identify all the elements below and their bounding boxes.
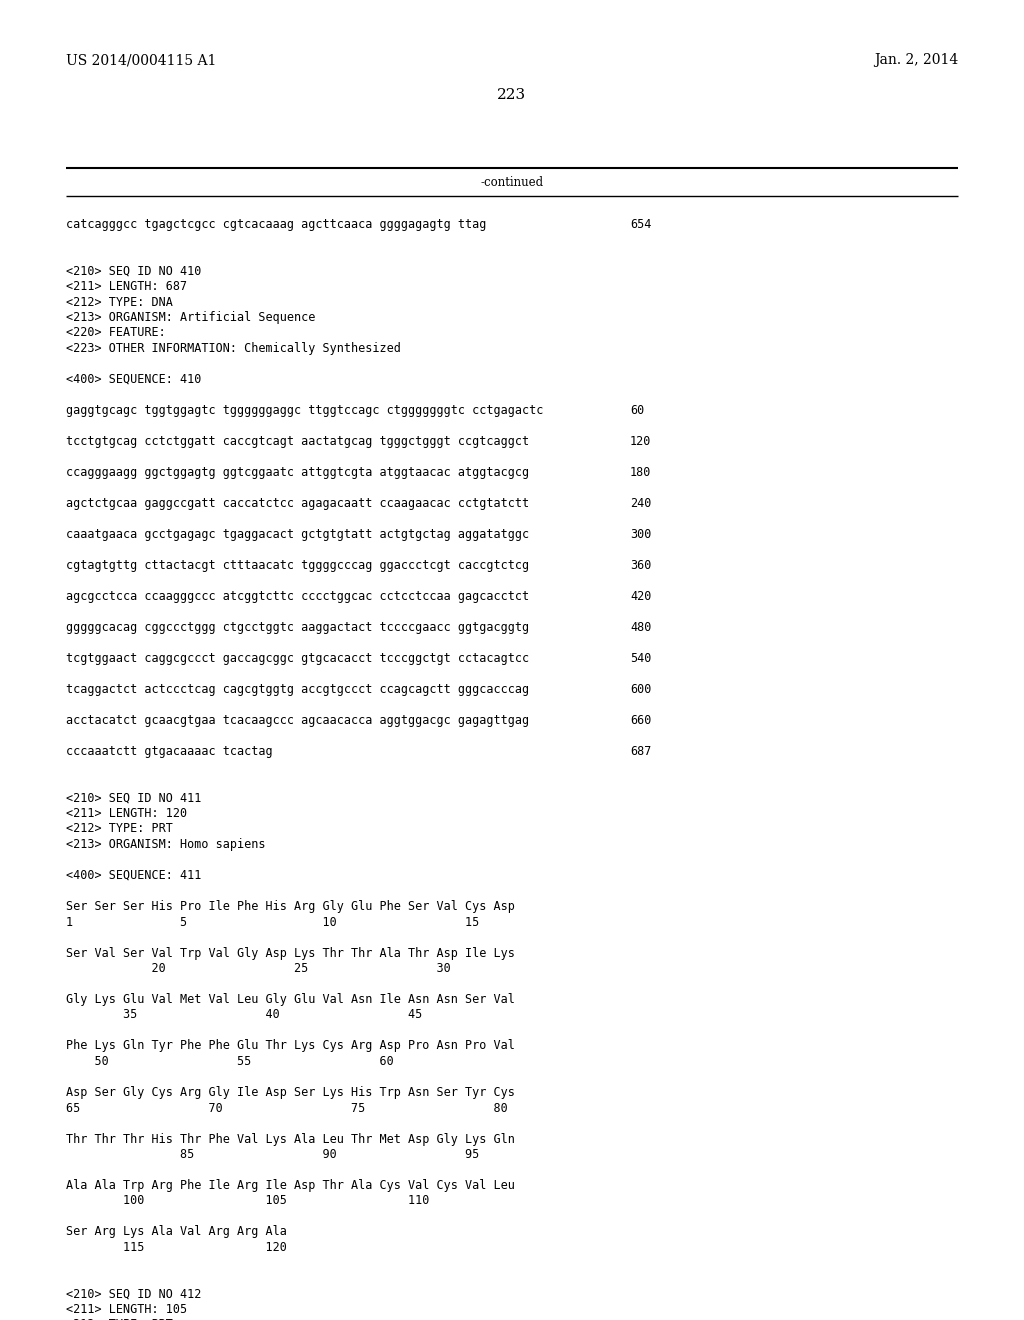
- Text: <400> SEQUENCE: 411: <400> SEQUENCE: 411: [66, 869, 202, 882]
- Text: gaggtgcagc tggtggagtc tggggggaggc ttggtccagc ctgggggggtc cctgagactc: gaggtgcagc tggtggagtc tggggggaggc ttggtc…: [66, 404, 544, 417]
- Text: agcgcctcca ccaagggccc atcggtcttc cccctggcac cctcctccaa gagcacctct: agcgcctcca ccaagggccc atcggtcttc cccctgg…: [66, 590, 529, 603]
- Text: acctacatct gcaacgtgaa tcacaagccc agcaacacca aggtggacgc gagagttgag: acctacatct gcaacgtgaa tcacaagccc agcaaca…: [66, 714, 529, 727]
- Text: gggggcacag cggccctggg ctgcctggtc aaggactact tccccgaacc ggtgacggtg: gggggcacag cggccctggg ctgcctggtc aaggact…: [66, 620, 529, 634]
- Text: <210> SEQ ID NO 410: <210> SEQ ID NO 410: [66, 264, 202, 277]
- Text: tcgtggaact caggcgccct gaccagcggc gtgcacacct tcccggctgt cctacagtcc: tcgtggaact caggcgccct gaccagcggc gtgcaca…: [66, 652, 529, 665]
- Text: <213> ORGANISM: Homo sapiens: <213> ORGANISM: Homo sapiens: [66, 838, 265, 851]
- Text: 35                  40                  45: 35 40 45: [66, 1008, 422, 1022]
- Text: <223> OTHER INFORMATION: Chemically Synthesized: <223> OTHER INFORMATION: Chemically Synt…: [66, 342, 400, 355]
- Text: <400> SEQUENCE: 410: <400> SEQUENCE: 410: [66, 374, 202, 385]
- Text: 600: 600: [630, 682, 651, 696]
- Text: 420: 420: [630, 590, 651, 603]
- Text: agctctgcaa gaggccgatt caccatctcc agagacaatt ccaagaacac cctgtatctt: agctctgcaa gaggccgatt caccatctcc agagaca…: [66, 498, 529, 510]
- Text: 85                  90                  95: 85 90 95: [66, 1148, 479, 1162]
- Text: tcctgtgcag cctctggatt caccgtcagt aactatgcag tgggctgggt ccgtcaggct: tcctgtgcag cctctggatt caccgtcagt aactatg…: [66, 436, 529, 447]
- Text: <212> TYPE: PRT: <212> TYPE: PRT: [66, 822, 173, 836]
- Text: 20                  25                  30: 20 25 30: [66, 962, 451, 975]
- Text: <220> FEATURE:: <220> FEATURE:: [66, 326, 166, 339]
- Text: 1               5                   10                  15: 1 5 10 15: [66, 916, 479, 928]
- Text: <212> TYPE: DNA: <212> TYPE: DNA: [66, 296, 173, 309]
- Text: <211> LENGTH: 105: <211> LENGTH: 105: [66, 1303, 187, 1316]
- Text: 300: 300: [630, 528, 651, 541]
- Text: 120: 120: [630, 436, 651, 447]
- Text: 360: 360: [630, 558, 651, 572]
- Text: Phe Lys Gln Tyr Phe Phe Glu Thr Lys Cys Arg Asp Pro Asn Pro Val: Phe Lys Gln Tyr Phe Phe Glu Thr Lys Cys …: [66, 1040, 515, 1052]
- Text: 687: 687: [630, 744, 651, 758]
- Text: <213> ORGANISM: Artificial Sequence: <213> ORGANISM: Artificial Sequence: [66, 312, 315, 323]
- Text: <212> TYPE: PRT: <212> TYPE: PRT: [66, 1319, 173, 1320]
- Text: ccagggaagg ggctggagtg ggtcggaatc attggtcgta atggtaacac atggtacgcg: ccagggaagg ggctggagtg ggtcggaatc attggtc…: [66, 466, 529, 479]
- Text: 480: 480: [630, 620, 651, 634]
- Text: 654: 654: [630, 218, 651, 231]
- Text: 223: 223: [498, 88, 526, 102]
- Text: Thr Thr Thr His Thr Phe Val Lys Ala Leu Thr Met Asp Gly Lys Gln: Thr Thr Thr His Thr Phe Val Lys Ala Leu …: [66, 1133, 515, 1146]
- Text: US 2014/0004115 A1: US 2014/0004115 A1: [66, 53, 216, 67]
- Text: Asp Ser Gly Cys Arg Gly Ile Asp Ser Lys His Trp Asn Ser Tyr Cys: Asp Ser Gly Cys Arg Gly Ile Asp Ser Lys …: [66, 1086, 515, 1100]
- Text: Gly Lys Glu Val Met Val Leu Gly Glu Val Asn Ile Asn Asn Ser Val: Gly Lys Glu Val Met Val Leu Gly Glu Val …: [66, 993, 515, 1006]
- Text: 50                  55                  60: 50 55 60: [66, 1055, 394, 1068]
- Text: 240: 240: [630, 498, 651, 510]
- Text: 100                 105                 110: 100 105 110: [66, 1195, 429, 1208]
- Text: 60: 60: [630, 404, 644, 417]
- Text: caaatgaaca gcctgagagc tgaggacact gctgtgtatt actgtgctag aggatatggc: caaatgaaca gcctgagagc tgaggacact gctgtgt…: [66, 528, 529, 541]
- Text: 115                 120: 115 120: [66, 1241, 287, 1254]
- Text: 660: 660: [630, 714, 651, 727]
- Text: catcagggcc tgagctcgcc cgtcacaaag agcttcaaca ggggagagtg ttag: catcagggcc tgagctcgcc cgtcacaaag agcttca…: [66, 218, 486, 231]
- Text: <211> LENGTH: 120: <211> LENGTH: 120: [66, 807, 187, 820]
- Text: 180: 180: [630, 466, 651, 479]
- Text: 65                  70                  75                  80: 65 70 75 80: [66, 1101, 508, 1114]
- Text: Ser Ser Ser His Pro Ile Phe His Arg Gly Glu Phe Ser Val Cys Asp: Ser Ser Ser His Pro Ile Phe His Arg Gly …: [66, 900, 515, 913]
- Text: cccaaatctt gtgacaaaac tcactag: cccaaatctt gtgacaaaac tcactag: [66, 744, 272, 758]
- Text: Ser Arg Lys Ala Val Arg Arg Ala: Ser Arg Lys Ala Val Arg Arg Ala: [66, 1225, 287, 1238]
- Text: 540: 540: [630, 652, 651, 665]
- Text: Ala Ala Trp Arg Phe Ile Arg Ile Asp Thr Ala Cys Val Cys Val Leu: Ala Ala Trp Arg Phe Ile Arg Ile Asp Thr …: [66, 1179, 515, 1192]
- Text: <210> SEQ ID NO 412: <210> SEQ ID NO 412: [66, 1287, 202, 1300]
- Text: cgtagtgttg cttactacgt ctttaacatc tggggcccag ggaccctcgt caccgtctcg: cgtagtgttg cttactacgt ctttaacatc tggggcc…: [66, 558, 529, 572]
- Text: -continued: -continued: [480, 176, 544, 189]
- Text: <211> LENGTH: 687: <211> LENGTH: 687: [66, 280, 187, 293]
- Text: Jan. 2, 2014: Jan. 2, 2014: [873, 53, 958, 67]
- Text: <210> SEQ ID NO 411: <210> SEQ ID NO 411: [66, 792, 202, 804]
- Text: tcaggactct actccctcag cagcgtggtg accgtgccct ccagcagctt gggcacccag: tcaggactct actccctcag cagcgtggtg accgtgc…: [66, 682, 529, 696]
- Text: Ser Val Ser Val Trp Val Gly Asp Lys Thr Thr Ala Thr Asp Ile Lys: Ser Val Ser Val Trp Val Gly Asp Lys Thr …: [66, 946, 515, 960]
